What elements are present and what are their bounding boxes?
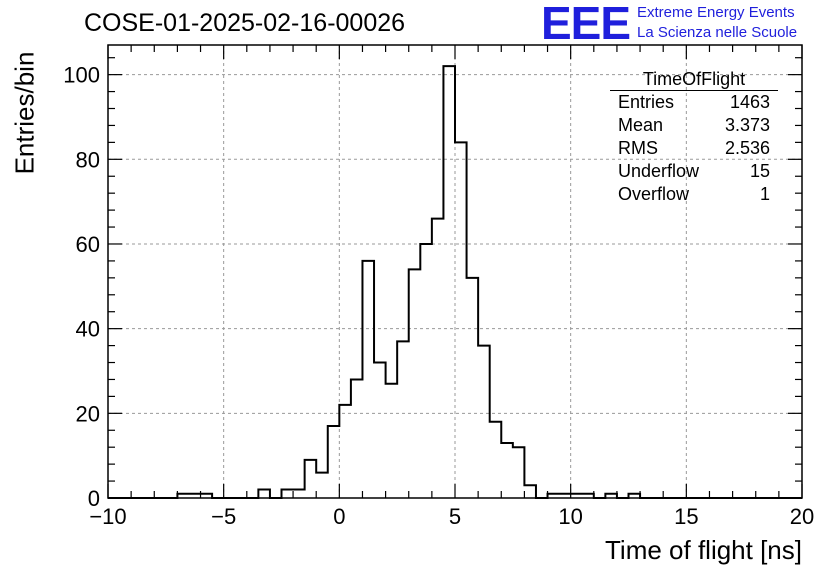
y-tick-label: 40 bbox=[76, 317, 100, 342]
stats-row-mean: Mean 3.373 bbox=[610, 114, 778, 137]
stats-row-overflow: Overflow 1 bbox=[610, 183, 778, 206]
stats-label: Entries bbox=[618, 92, 675, 112]
y-tick-label: 80 bbox=[76, 147, 100, 172]
y-axis-label: Entries/bin bbox=[9, 51, 40, 174]
eee-logo: EEE bbox=[541, 0, 631, 49]
stats-value: 1463 bbox=[729, 92, 770, 112]
y-axis-label-wrap: Entries/bin bbox=[10, 40, 40, 185]
stats-title: TimeOfFlight bbox=[610, 68, 778, 91]
stats-row-entries: Entries 1463 bbox=[610, 91, 778, 114]
axis-ticks bbox=[107, 45, 803, 499]
stats-value: 2.536 bbox=[724, 138, 770, 158]
stats-row-underflow: Underflow 15 bbox=[610, 160, 778, 183]
histogram-series bbox=[108, 65, 802, 499]
stats-label: Underflow bbox=[618, 161, 700, 181]
x-tick-label: 0 bbox=[333, 504, 345, 529]
stats-value: 3.373 bbox=[724, 115, 770, 135]
grid-lines bbox=[108, 45, 802, 498]
stats-value: 15 bbox=[749, 161, 770, 181]
x-tick-label: 20 bbox=[790, 504, 814, 529]
x-tick-label: −5 bbox=[211, 504, 236, 529]
logo-tagline-1: Extreme Energy Events bbox=[637, 4, 795, 21]
x-tick-label: 10 bbox=[558, 504, 582, 529]
x-tick-label: 5 bbox=[449, 504, 461, 529]
run-title: COSE-01-2025-02-16-00026 bbox=[84, 9, 406, 37]
y-tick-label: 0 bbox=[88, 486, 100, 511]
axis-tick-labels: −10 −5 0 5 10 15 20 0 20 40 60 80 100 bbox=[63, 63, 814, 529]
stats-label: RMS bbox=[618, 138, 658, 158]
y-tick-label: 60 bbox=[76, 232, 100, 257]
histogram-line bbox=[108, 65, 802, 499]
logo-tagline-2: La Scienza nelle Scuole bbox=[637, 24, 798, 41]
stats-label: Overflow bbox=[618, 184, 690, 204]
stats-box: TimeOfFlight Entries 1463 Mean 3.373 RMS… bbox=[610, 68, 778, 206]
y-tick-label: 20 bbox=[76, 401, 100, 426]
stats-row-rms: RMS 2.536 bbox=[610, 137, 778, 160]
stats-label: Mean bbox=[618, 115, 664, 135]
x-axis-label: Time of flight [ns] bbox=[605, 535, 802, 565]
stats-value: 1 bbox=[759, 184, 770, 204]
y-tick-label: 100 bbox=[63, 63, 100, 88]
x-tick-label: 15 bbox=[674, 504, 698, 529]
x-tick-label: −10 bbox=[89, 504, 126, 529]
